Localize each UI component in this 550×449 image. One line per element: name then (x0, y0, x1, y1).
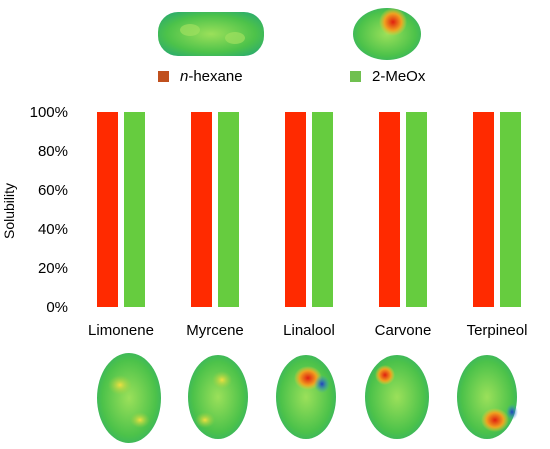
legend-label-n-hexane: n-hexane (180, 68, 243, 85)
y-tick-label: 60% (38, 182, 68, 199)
legend-label-2-meox: 2-MeOx (372, 68, 426, 85)
bar-n-hexane-carvone (379, 112, 400, 307)
legend-swatch-n-hexane (158, 71, 169, 82)
molecule-surface-carvone (365, 355, 429, 439)
molecule-surface-linalool (276, 355, 336, 439)
x-axis-categories: Limonene Myrcene Linalool Carvone Terpineol (88, 322, 527, 339)
y-tick-label: 100% (30, 104, 68, 121)
category-label-myrcene: Myrcene (186, 322, 244, 339)
bar-2-meox-myrcene (218, 112, 239, 307)
bar-2-meox-terpineol (500, 112, 521, 307)
molecule-surface-2-meox (353, 8, 421, 60)
bars (97, 112, 521, 307)
legend-swatch-2-meox (350, 71, 361, 82)
category-label-limonene: Limonene (88, 322, 154, 339)
category-label-carvone: Carvone (375, 322, 432, 339)
y-tick-label: 0% (46, 299, 68, 316)
bar-n-hexane-terpineol (473, 112, 494, 307)
bar-2-meox-linalool (312, 112, 333, 307)
bar-2-meox-limonene (124, 112, 145, 307)
y-tick-label: 20% (38, 260, 68, 277)
y-tick-label: 40% (38, 221, 68, 238)
molecule-surface-terpineol (457, 355, 518, 439)
molecule-surface-n-hexane (158, 12, 264, 56)
molecule-surface-myrcene (188, 355, 248, 439)
y-axis-title: Solubility (1, 183, 17, 239)
y-axis-ticks: 0% 20% 40% 60% 80% 100% (30, 104, 68, 316)
category-label-terpineol: Terpineol (467, 322, 528, 339)
bar-n-hexane-myrcene (191, 112, 212, 307)
bar-2-meox-carvone (406, 112, 427, 307)
bar-n-hexane-linalool (285, 112, 306, 307)
y-tick-label: 80% (38, 143, 68, 160)
molecule-surface-limonene (97, 353, 161, 443)
category-label-linalool: Linalool (283, 322, 335, 339)
legend: n-hexane 2-MeOx (158, 68, 426, 85)
bar-n-hexane-limonene (97, 112, 118, 307)
